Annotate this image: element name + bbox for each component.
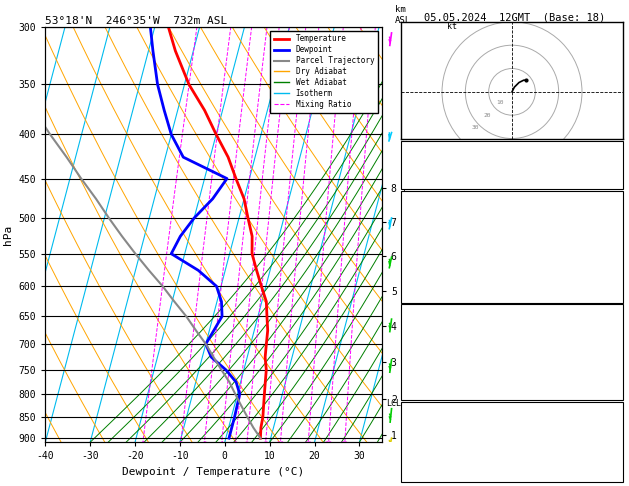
- Text: 0: 0: [613, 372, 619, 381]
- Text: 05.05.2024  12GMT  (Base: 18): 05.05.2024 12GMT (Base: 18): [424, 12, 605, 22]
- Text: 7.7: 7.7: [603, 210, 619, 219]
- Text: Surface: Surface: [493, 194, 531, 203]
- Text: StmSpd (kt): StmSpd (kt): [405, 469, 464, 479]
- Text: 9: 9: [613, 144, 619, 154]
- Text: 7: 7: [613, 258, 619, 267]
- Text: 299: 299: [603, 242, 619, 251]
- Text: CAPE (J): CAPE (J): [405, 274, 448, 283]
- Text: Temp (°C): Temp (°C): [405, 210, 454, 219]
- Text: 8: 8: [264, 441, 267, 446]
- Text: 52: 52: [608, 437, 619, 447]
- X-axis label: Dewpoint / Temperature (°C): Dewpoint / Temperature (°C): [123, 467, 304, 477]
- Text: 15: 15: [304, 441, 312, 446]
- Text: 243°: 243°: [598, 453, 619, 463]
- Y-axis label: hPa: hPa: [3, 225, 13, 244]
- Text: kt: kt: [447, 22, 457, 31]
- Legend: Temperature, Dewpoint, Parcel Trajectory, Dry Adiabat, Wet Adiabat, Isotherm, Mi: Temperature, Dewpoint, Parcel Trajectory…: [270, 31, 378, 113]
- Text: 650: 650: [603, 324, 619, 333]
- Text: 25: 25: [341, 441, 348, 446]
- Text: 53°18'N  246°35'W  732m ASL: 53°18'N 246°35'W 732m ASL: [45, 16, 228, 26]
- Text: km
ASL: km ASL: [395, 5, 411, 25]
- Text: 30: 30: [471, 125, 479, 130]
- Text: 46: 46: [608, 160, 619, 170]
- Text: θₑ (K): θₑ (K): [405, 340, 437, 349]
- Text: 17: 17: [608, 356, 619, 365]
- Text: 2: 2: [179, 441, 183, 446]
- Text: CIN (J): CIN (J): [405, 290, 443, 299]
- Text: Totals Totals: Totals Totals: [405, 160, 475, 170]
- Text: © weatheronline.co.uk: © weatheronline.co.uk: [462, 471, 567, 480]
- Text: EH: EH: [405, 421, 416, 431]
- Text: Lifted Index: Lifted Index: [405, 258, 470, 267]
- Text: Pressure (mb): Pressure (mb): [405, 324, 475, 333]
- Text: Dewp (°C): Dewp (°C): [405, 226, 454, 235]
- Text: 6: 6: [245, 441, 249, 446]
- Text: 0: 0: [613, 290, 619, 299]
- Text: 0.75: 0.75: [598, 176, 619, 186]
- Text: 11: 11: [608, 469, 619, 479]
- Text: SREH: SREH: [405, 437, 426, 447]
- Text: 20: 20: [325, 441, 333, 446]
- Text: 0: 0: [613, 388, 619, 397]
- Text: 301: 301: [603, 340, 619, 349]
- Text: LCL: LCL: [386, 399, 401, 408]
- Text: 71: 71: [608, 421, 619, 431]
- Text: 0.7: 0.7: [603, 226, 619, 235]
- Text: K: K: [405, 144, 411, 154]
- Text: θₑ(K): θₑ(K): [405, 242, 432, 251]
- Text: 4: 4: [220, 441, 224, 446]
- Text: PW (cm): PW (cm): [405, 176, 443, 186]
- Text: 10: 10: [496, 100, 503, 105]
- Text: 20: 20: [484, 113, 491, 118]
- Text: 0: 0: [613, 274, 619, 283]
- Text: CAPE (J): CAPE (J): [405, 372, 448, 381]
- Text: CIN (J): CIN (J): [405, 388, 443, 397]
- Text: 5: 5: [233, 441, 237, 446]
- Text: Lifted Index: Lifted Index: [405, 356, 470, 365]
- Y-axis label: Mixing Ratio (g/kg): Mixing Ratio (g/kg): [401, 179, 411, 290]
- Text: Most Unstable: Most Unstable: [477, 308, 547, 317]
- Text: StmDir: StmDir: [405, 453, 437, 463]
- Text: 1: 1: [141, 441, 145, 446]
- Text: Hodograph: Hodograph: [488, 405, 536, 415]
- Text: 10: 10: [277, 441, 284, 446]
- Text: 3: 3: [203, 441, 206, 446]
